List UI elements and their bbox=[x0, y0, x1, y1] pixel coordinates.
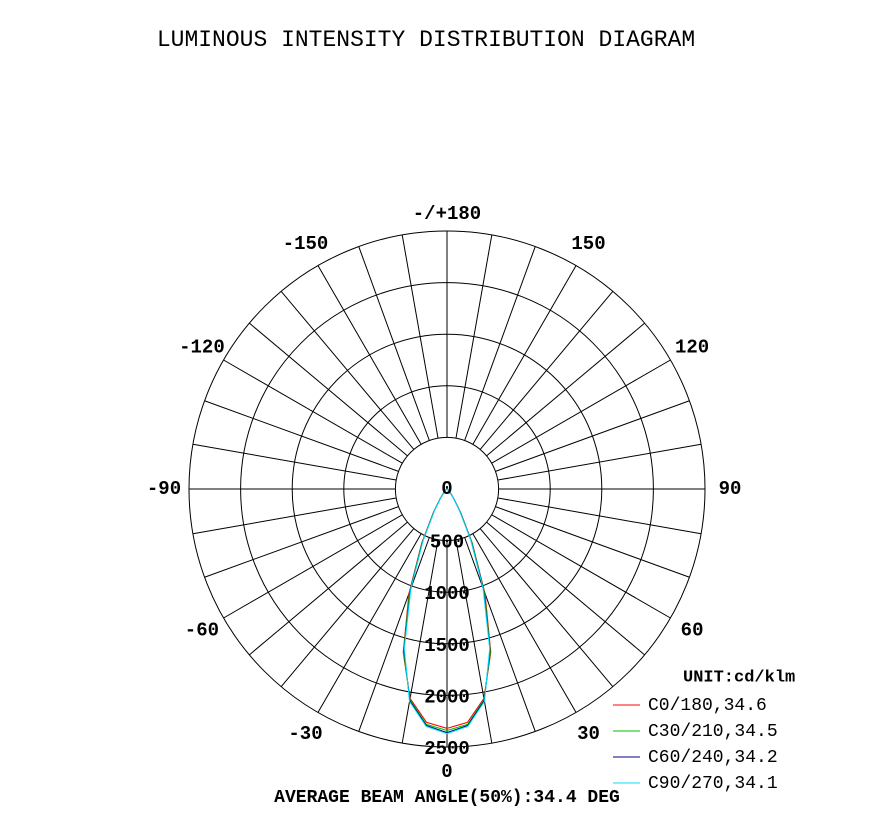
angle-label: 150 bbox=[571, 233, 605, 255]
angle-label: -90 bbox=[147, 478, 181, 500]
angle-label: -120 bbox=[179, 337, 225, 359]
intensity-curve bbox=[446, 488, 491, 735]
angle-label: 0 bbox=[441, 761, 452, 783]
legend-label: C30/210,34.5 bbox=[648, 722, 778, 742]
ring bbox=[343, 385, 551, 593]
radial-label: 2500 bbox=[424, 738, 470, 760]
radial-label: 500 bbox=[430, 532, 464, 554]
intensity-curve bbox=[403, 488, 448, 735]
angle-label: -60 bbox=[185, 620, 219, 642]
radial-label: 1000 bbox=[424, 583, 470, 605]
legend-label: C90/270,34.1 bbox=[648, 774, 778, 794]
radial-label: 2000 bbox=[424, 686, 470, 708]
angle-label: 90 bbox=[719, 478, 742, 500]
ring bbox=[188, 230, 706, 748]
ring bbox=[394, 436, 500, 542]
legend-label: C60/240,34.2 bbox=[648, 748, 778, 768]
angle-label: 60 bbox=[681, 620, 704, 642]
radial-label: 1500 bbox=[424, 635, 470, 657]
angle-label: 120 bbox=[675, 337, 709, 359]
angle-label: 30 bbox=[577, 723, 600, 745]
angle-label: -30 bbox=[288, 723, 322, 745]
angle-label: -/+180 bbox=[413, 203, 481, 225]
ring bbox=[240, 282, 654, 696]
footer: AVERAGE BEAM ANGLE(50%):34.4 DEG bbox=[274, 788, 620, 808]
chart-title: LUMINOUS INTENSITY DISTRIBUTION DIAGRAM bbox=[157, 27, 695, 53]
legend-label: C0/180,34.6 bbox=[648, 696, 767, 716]
angle-label: -150 bbox=[283, 233, 329, 255]
ring bbox=[291, 333, 603, 645]
radial-label: 0 bbox=[441, 478, 452, 500]
unit-label: UNIT:cd/klm bbox=[683, 668, 795, 687]
